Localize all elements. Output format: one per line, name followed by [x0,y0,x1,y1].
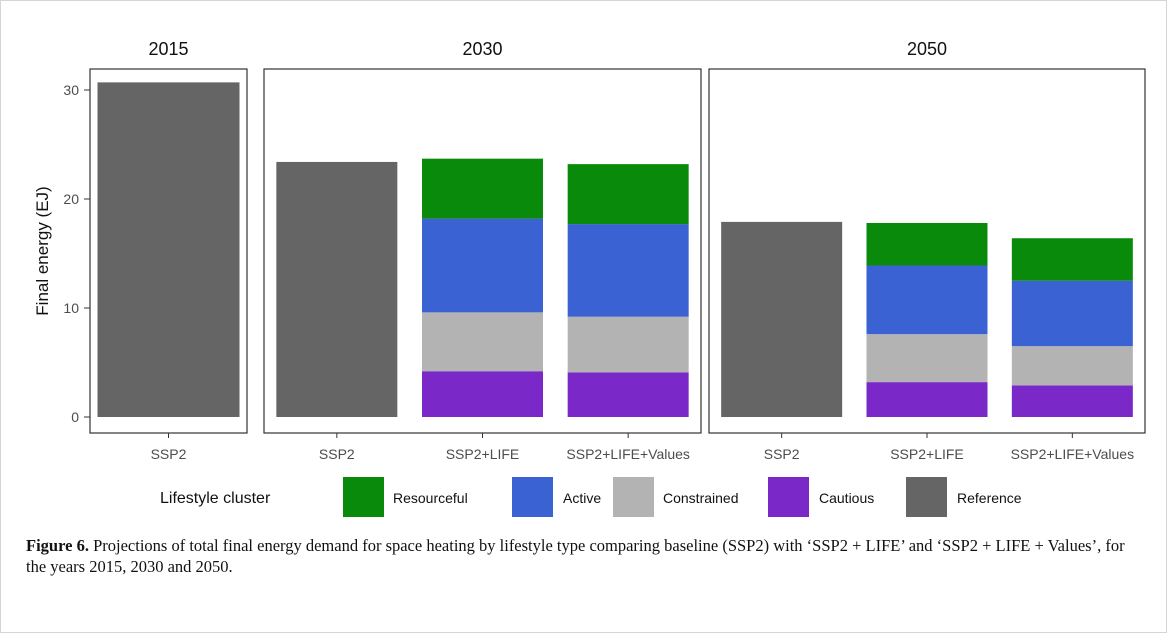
bar-segment-cautious [567,372,689,417]
bar-segment-active [866,265,988,335]
bar-segment-cautious [422,371,543,417]
x-tick-label: SSP2+LIFE+Values [1011,446,1134,462]
legend-key-active [512,477,553,517]
bar-segment-active [1011,280,1133,347]
x-tick-label: SSP2+LIFE [446,446,520,462]
bar-segment-constrained [422,312,543,372]
panel-border [89,68,248,434]
bar-segment-reference [721,221,843,417]
caption-text: Projections of total final energy demand… [26,536,1125,576]
legend-label-cautious: Cautious [819,490,874,506]
x-tick-label: SSP2 [151,446,187,462]
bar-segment-constrained [567,316,689,373]
bar-segment-reference [97,82,240,418]
y-tick-label: 20 [63,191,79,207]
y-tick-label: 0 [71,409,79,425]
bar-segment-resourceful [866,222,988,266]
y-tick-label: 30 [63,82,79,98]
legend-key-resourceful [343,477,384,517]
x-tick-label: SSP2+LIFE+Values [566,446,689,462]
bar-segment-cautious [866,382,988,417]
legend-label-reference: Reference [957,490,1022,506]
bar-segment-resourceful [567,164,689,225]
x-tick-label: SSP2+LIFE [890,446,964,462]
stacked-bar-chart: Final energy (EJ)01020302015SSP22030SSP2… [33,39,1146,517]
y-tick-label: 10 [63,300,79,316]
legend-key-constrained [613,477,654,517]
bar-segment-resourceful [422,158,543,219]
x-tick-label: SSP2 [764,446,800,462]
legend-key-cautious [768,477,809,517]
panel-title-2050: 2050 [907,39,947,59]
panel-title-2015: 2015 [148,39,188,59]
x-tick-label: SSP2 [319,446,355,462]
bar-segment-constrained [866,334,988,383]
legend-label-active: Active [563,490,601,506]
legend-key-reference [906,477,947,517]
panel-border [263,68,702,434]
legend-label-constrained: Constrained [663,490,739,506]
figure-caption: Figure 6. Projections of total final ene… [26,535,1136,577]
bar-segment-resourceful [1011,238,1133,281]
y-axis-label: Final energy (EJ) [33,186,52,315]
bar-segment-active [567,224,689,317]
bar-segment-reference [276,161,398,417]
caption-label: Figure 6. [26,536,89,555]
bar-segment-cautious [1011,385,1133,417]
panel-title-2030: 2030 [462,39,502,59]
bar-segment-active [422,218,543,313]
legend-title: Lifestyle cluster [160,490,271,507]
legend-label-resourceful: Resourceful [393,490,468,506]
bar-segment-constrained [1011,346,1133,386]
panel-border [708,68,1146,434]
